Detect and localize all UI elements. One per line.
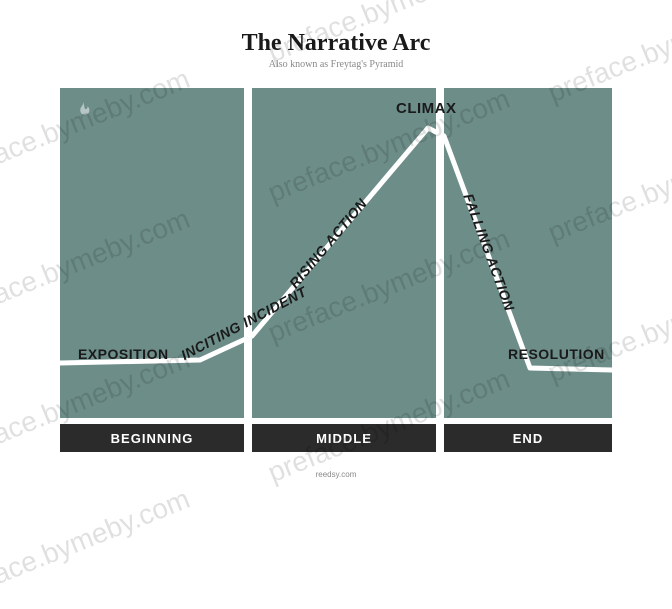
chart: EXPOSITION INCITING INCIDENT RISING ACTI…: [60, 88, 612, 418]
flame-icon: [72, 100, 94, 122]
section-end: END: [444, 424, 612, 452]
chart-wrap: EXPOSITION INCITING INCIDENT RISING ACTI…: [60, 88, 612, 452]
section-bar: BEGINNING MIDDLE END: [60, 424, 612, 452]
label-exposition: EXPOSITION: [78, 346, 169, 362]
label-resolution: RESOLUTION: [508, 346, 605, 362]
panel-beginning: [60, 88, 244, 418]
panel-middle: [252, 88, 436, 418]
credit: reedsy.com: [316, 470, 357, 479]
title: The Narrative Arc: [242, 30, 431, 57]
subtitle: Also known as Freytag's Pyramid: [269, 59, 404, 70]
section-beginning: BEGINNING: [60, 424, 244, 452]
section-middle: MIDDLE: [252, 424, 436, 452]
panel-end: [444, 88, 612, 418]
label-climax: CLIMAX: [396, 100, 457, 117]
page: The Narrative Arc Also known as Freytag'…: [0, 0, 672, 518]
